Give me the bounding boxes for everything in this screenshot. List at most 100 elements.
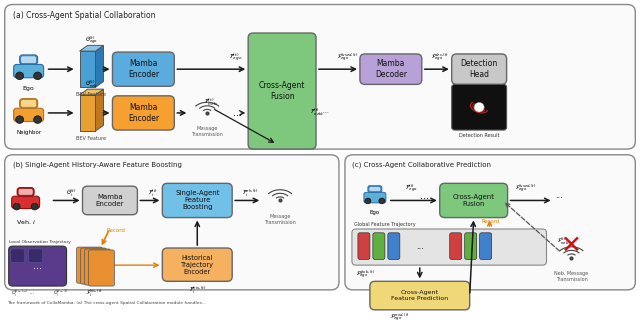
Text: Veh. $i$: Veh. $i$ bbox=[16, 218, 35, 226]
Text: $\mathcal{F}^{(t)}_{neb_k}$...: $\mathcal{F}^{(t)}_{neb_k}$... bbox=[310, 107, 330, 119]
FancyBboxPatch shape bbox=[373, 233, 385, 260]
FancyBboxPatch shape bbox=[452, 85, 507, 130]
Text: Message
Transmission: Message Transmission bbox=[264, 214, 296, 225]
FancyBboxPatch shape bbox=[20, 56, 36, 64]
FancyBboxPatch shape bbox=[369, 187, 381, 191]
FancyBboxPatch shape bbox=[20, 55, 38, 64]
FancyBboxPatch shape bbox=[18, 189, 33, 195]
Text: Mamba
Encoder: Mamba Encoder bbox=[128, 103, 159, 123]
FancyBboxPatch shape bbox=[163, 248, 232, 281]
FancyBboxPatch shape bbox=[29, 249, 43, 262]
Circle shape bbox=[34, 116, 42, 123]
Circle shape bbox=[365, 198, 371, 204]
FancyBboxPatch shape bbox=[368, 186, 382, 192]
Text: ...: ... bbox=[33, 261, 42, 271]
Text: Detection Result: Detection Result bbox=[459, 133, 499, 138]
FancyBboxPatch shape bbox=[352, 229, 547, 265]
FancyBboxPatch shape bbox=[364, 192, 386, 203]
Text: $\mathcal{F}^{glob,(t)}_{ego}$: $\mathcal{F}^{glob,(t)}_{ego}$ bbox=[356, 269, 375, 281]
FancyBboxPatch shape bbox=[113, 52, 174, 86]
Text: Mamba
Encoder: Mamba Encoder bbox=[96, 194, 124, 207]
Text: Cross-Agent
Feature Prediction: Cross-Agent Feature Prediction bbox=[391, 290, 449, 301]
Text: $\mathcal{O}^{(t-1)}_{i}$: $\mathcal{O}^{(t-1)}_{i}$ bbox=[52, 288, 68, 299]
Text: $\mathcal{F}^{his,(t)}_{i}$: $\mathcal{F}^{his,(t)}_{i}$ bbox=[189, 284, 206, 295]
Text: Ego: Ego bbox=[23, 86, 35, 91]
Circle shape bbox=[13, 203, 20, 210]
FancyBboxPatch shape bbox=[9, 246, 67, 286]
FancyBboxPatch shape bbox=[450, 233, 461, 260]
Text: $\mathcal{F}^{eh,(t)}_{i}$: $\mathcal{F}^{eh,(t)}_{i}$ bbox=[242, 187, 259, 199]
Text: Single-Agent
Feature
Boosting: Single-Agent Feature Boosting bbox=[175, 191, 220, 211]
Text: Detection
Head: Detection Head bbox=[461, 60, 498, 79]
Text: Cross-Agent
Fusion: Cross-Agent Fusion bbox=[452, 194, 495, 207]
FancyBboxPatch shape bbox=[84, 249, 111, 285]
Text: $\mathcal{F}^{fused,(t)}_{ego}$: $\mathcal{F}^{fused,(t)}_{ego}$ bbox=[337, 52, 358, 64]
Circle shape bbox=[15, 72, 24, 80]
Text: Message
Transmission: Message Transmission bbox=[191, 126, 223, 137]
Text: Local Observation Trajectory: Local Observation Trajectory bbox=[9, 240, 70, 244]
Text: Global Feature Trajectory: Global Feature Trajectory bbox=[354, 222, 415, 227]
Text: (c) Cross-Agent Collaborative Prediction: (c) Cross-Agent Collaborative Prediction bbox=[352, 161, 491, 168]
Polygon shape bbox=[79, 45, 104, 51]
Text: $\mathcal{O}^{(t)}_{ego}$: $\mathcal{O}^{(t)}_{ego}$ bbox=[85, 34, 98, 46]
Text: BEV Feature: BEV Feature bbox=[77, 92, 106, 97]
FancyBboxPatch shape bbox=[345, 155, 636, 290]
FancyBboxPatch shape bbox=[11, 249, 25, 262]
FancyBboxPatch shape bbox=[17, 188, 34, 196]
FancyBboxPatch shape bbox=[465, 233, 477, 260]
Text: ...: ... bbox=[420, 191, 429, 201]
FancyBboxPatch shape bbox=[83, 186, 138, 215]
FancyBboxPatch shape bbox=[440, 183, 508, 218]
Text: $\mathcal{O}^{(t)}_{i}$: $\mathcal{O}^{(t)}_{i}$ bbox=[65, 187, 76, 199]
FancyBboxPatch shape bbox=[370, 281, 470, 310]
Text: Record: Record bbox=[482, 219, 500, 224]
Text: $\mathcal{F}^{(t)}_{neb}$: $\mathcal{F}^{(t)}_{neb}$ bbox=[557, 236, 570, 247]
Text: ✕: ✕ bbox=[561, 234, 582, 258]
Text: $\mathcal{F}^{(t)}_{ego}$: $\mathcal{F}^{(t)}_{ego}$ bbox=[228, 52, 242, 64]
Circle shape bbox=[15, 116, 24, 123]
Polygon shape bbox=[95, 89, 104, 131]
Circle shape bbox=[379, 198, 385, 204]
Text: ...: ... bbox=[556, 191, 563, 200]
FancyBboxPatch shape bbox=[81, 248, 106, 284]
Text: ...: ... bbox=[233, 108, 242, 118]
Text: Mamba
Decoder: Mamba Decoder bbox=[375, 60, 407, 79]
Text: $\mathcal{F}^{(t)}_{ego}$: $\mathcal{F}^{(t)}_{ego}$ bbox=[405, 183, 417, 195]
Text: $\mathcal{F}^{fused,(t)}_{ego}$: $\mathcal{F}^{fused,(t)}_{ego}$ bbox=[515, 183, 536, 195]
Text: Neb. Message
Transmission: Neb. Message Transmission bbox=[554, 271, 589, 282]
Polygon shape bbox=[79, 89, 104, 95]
FancyBboxPatch shape bbox=[20, 99, 36, 107]
Text: BEV Feature: BEV Feature bbox=[77, 136, 106, 141]
FancyBboxPatch shape bbox=[4, 155, 339, 290]
Circle shape bbox=[31, 203, 38, 210]
FancyBboxPatch shape bbox=[88, 250, 115, 286]
Text: (a) Cross-Agent Spatial Collaboration: (a) Cross-Agent Spatial Collaboration bbox=[13, 11, 155, 20]
Polygon shape bbox=[79, 95, 95, 131]
FancyBboxPatch shape bbox=[452, 54, 507, 85]
FancyBboxPatch shape bbox=[77, 247, 102, 283]
Text: Neighbor: Neighbor bbox=[16, 130, 41, 135]
Text: $\mathcal{F}^{his,(t)}_{i}$: $\mathcal{F}^{his,(t)}_{i}$ bbox=[86, 288, 103, 299]
FancyBboxPatch shape bbox=[248, 33, 316, 149]
FancyBboxPatch shape bbox=[4, 5, 636, 149]
FancyBboxPatch shape bbox=[360, 54, 422, 85]
FancyBboxPatch shape bbox=[12, 196, 40, 209]
FancyBboxPatch shape bbox=[479, 233, 492, 260]
Text: Cross-Agent
Fusion: Cross-Agent Fusion bbox=[259, 81, 305, 101]
FancyBboxPatch shape bbox=[13, 64, 44, 78]
Polygon shape bbox=[95, 45, 104, 87]
Text: The framework of CollaMamba: (a) The cross-agent Spatial Collaboration module ha: The framework of CollaMamba: (a) The cro… bbox=[6, 301, 205, 305]
Text: $\mathcal{O}^{(t)}_{neb}$: $\mathcal{O}^{(t)}_{neb}$ bbox=[85, 79, 98, 90]
Text: $\mathcal{O}^{(t-l_{his})}_{i}$ ...: $\mathcal{O}^{(t-l_{his})}_{i}$ ... bbox=[11, 288, 35, 299]
Text: $\mathcal{F}^{pred,(t)}_{ego}$: $\mathcal{F}^{pred,(t)}_{ego}$ bbox=[390, 312, 410, 324]
FancyBboxPatch shape bbox=[20, 99, 38, 108]
Text: Mamba
Encoder: Mamba Encoder bbox=[128, 60, 159, 79]
Text: (b) Single-Agent History-Aware Feature Boosting: (b) Single-Agent History-Aware Feature B… bbox=[13, 161, 182, 168]
Text: Historical
Trajectory
Encoder: Historical Trajectory Encoder bbox=[180, 255, 214, 275]
Circle shape bbox=[474, 102, 484, 112]
Text: $\mathcal{F}^{dec,(t)}_{ego}$: $\mathcal{F}^{dec,(t)}_{ego}$ bbox=[431, 52, 449, 64]
Text: ...: ... bbox=[416, 242, 424, 250]
FancyBboxPatch shape bbox=[13, 108, 44, 122]
Circle shape bbox=[34, 72, 42, 80]
Text: $\mathcal{F}^{(t)}_{neb}$: $\mathcal{F}^{(t)}_{neb}$ bbox=[204, 97, 217, 108]
